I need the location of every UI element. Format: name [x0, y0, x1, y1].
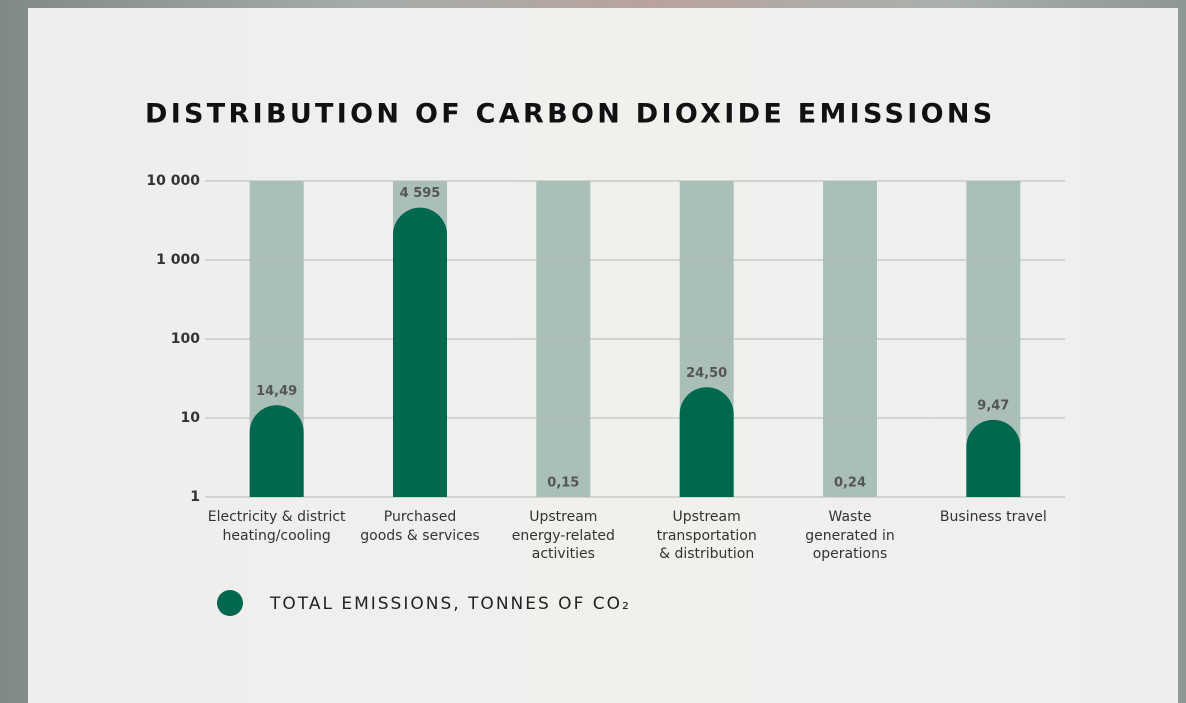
chart-title: DISTRIBUTION OF CARBON DIOXIDE EMISSIONS	[145, 99, 996, 130]
chart: DISTRIBUTION OF CARBON DIOXIDE EMISSIONS…	[0, 0, 1186, 703]
value-label: 0,15	[547, 476, 579, 491]
x-tick-label: Business travel	[918, 508, 1068, 527]
value-label: 14,49	[256, 384, 297, 399]
x-tick-label: Waste generated in operations	[775, 508, 925, 564]
x-tick-label: Electricity & district heating/cooling	[202, 508, 352, 545]
value-label: 9,47	[977, 398, 1009, 413]
legend-label: TOTAL EMISSIONS, TONNES OF CO₂	[269, 594, 631, 614]
x-tick-label: Upstream transportation & distribution	[632, 508, 782, 564]
bar	[250, 405, 304, 497]
bar	[393, 208, 447, 497]
y-tick-label: 100	[171, 331, 200, 347]
y-tick-label: 10 000	[146, 173, 200, 189]
value-label: 4 595	[400, 186, 441, 201]
y-tick-label: 10	[181, 410, 201, 426]
y-tick-label: 1 000	[156, 252, 200, 268]
bar	[966, 420, 1020, 497]
value-label: 0,24	[834, 476, 866, 491]
value-label: 24,50	[686, 366, 727, 381]
y-tick-label: 1	[190, 489, 200, 505]
legend-marker	[217, 590, 243, 616]
page: DISTRIBUTION OF CARBON DIOXIDE EMISSIONS…	[0, 0, 1186, 703]
x-tick-label: Purchased goods & services	[345, 508, 495, 545]
bar	[680, 387, 734, 497]
x-tick-label: Upstream energy-related activities	[488, 508, 638, 564]
